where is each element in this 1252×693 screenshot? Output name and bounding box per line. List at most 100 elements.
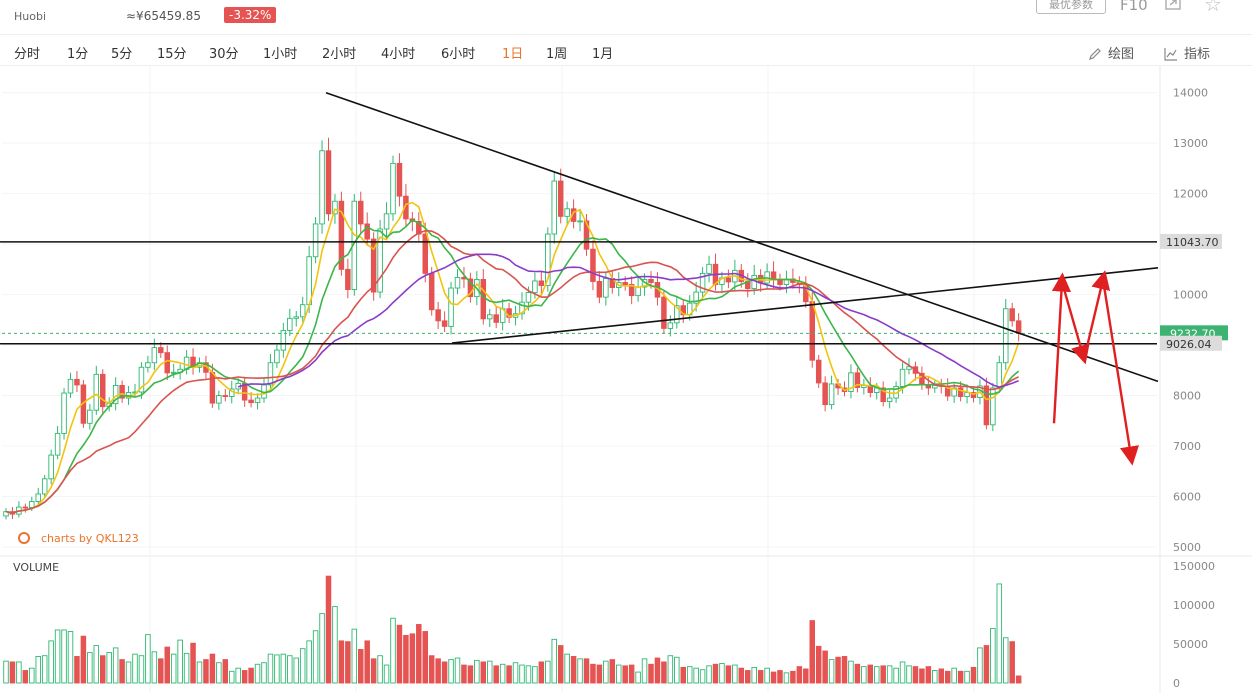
volume-bar	[158, 658, 164, 684]
candle-body	[209, 371, 216, 404]
tab-1hour[interactable]: 1小时	[263, 47, 298, 62]
candle-body	[370, 238, 377, 293]
candle-body	[951, 387, 957, 397]
volume-bar	[74, 656, 80, 684]
level-badge	[1160, 233, 1222, 249]
optimal-params-button[interactable]: 最优参数	[1036, 0, 1106, 14]
indicator-button[interactable]: 指标	[1164, 43, 1210, 62]
volume-bar	[796, 666, 803, 684]
volume-bar	[228, 670, 235, 684]
ma-purple-line	[237, 253, 1019, 388]
candle-body	[293, 316, 300, 319]
candle-body	[377, 228, 383, 293]
tab-1min[interactable]: 1分	[67, 47, 89, 62]
candle-body	[383, 213, 390, 230]
tab-5min[interactable]: 5分	[111, 47, 133, 62]
volume-bar	[106, 652, 112, 684]
tab-timeshare[interactable]: 分时	[14, 47, 41, 62]
tab-2hour[interactable]: 2小时	[322, 47, 357, 62]
volume-bar	[854, 663, 861, 684]
candle-body	[422, 233, 429, 274]
candle-body	[699, 272, 706, 293]
volume-bar	[487, 660, 493, 684]
level-badge	[1160, 335, 1222, 351]
candle-body	[1009, 308, 1015, 322]
tab-1day[interactable]: 1日	[502, 47, 524, 62]
volume-bar	[145, 634, 151, 684]
volume-bar	[648, 663, 654, 684]
volume-bar	[261, 662, 267, 684]
candle-body	[416, 220, 422, 235]
candle-body	[216, 395, 222, 404]
tab-4hour[interactable]: 4小时	[381, 47, 416, 62]
volume-tick-label: 0	[1173, 677, 1180, 690]
volume-bar	[22, 670, 29, 684]
candle-body	[932, 384, 938, 389]
volume-bar	[557, 645, 564, 684]
price-tick-label: 7000	[1173, 440, 1201, 453]
volume-bar	[570, 656, 577, 684]
volume-bar	[732, 664, 738, 684]
candle-body	[170, 371, 177, 374]
volume-bar	[377, 655, 383, 684]
volume-bar	[383, 664, 390, 684]
volume-bar	[906, 665, 912, 684]
volume-bar	[538, 661, 545, 684]
volume-bar	[177, 639, 183, 684]
candle-body	[725, 277, 732, 283]
candle-body	[551, 180, 558, 235]
ma-green-line	[5, 218, 1020, 514]
tab-15min[interactable]: 15分	[157, 47, 187, 62]
candle-body	[332, 200, 338, 215]
cny-price: ≈¥65459.85	[126, 9, 201, 23]
candle-body	[145, 362, 151, 368]
volume-bar	[196, 661, 203, 684]
volume-bar	[306, 640, 312, 684]
draw-tool-button[interactable]: 绘图	[1088, 43, 1134, 62]
tab-1week[interactable]: 1周	[546, 47, 568, 62]
volume-bar	[886, 665, 893, 684]
draw-label: 绘图	[1108, 47, 1135, 62]
volume-bar	[422, 631, 429, 684]
descending-trendline	[325, 91, 1159, 383]
volume-bar	[938, 668, 945, 684]
volume-bar	[983, 645, 990, 684]
volume-bar	[480, 661, 487, 684]
volume-bar	[16, 661, 22, 684]
candle-body	[577, 220, 583, 223]
expand-icon[interactable]	[1165, 0, 1181, 10]
volume-bar	[596, 664, 603, 684]
candle-body	[493, 314, 499, 323]
indicator-label: 指标	[1184, 47, 1211, 62]
volume-bar	[441, 661, 448, 684]
candle-body	[557, 180, 564, 217]
tab-1month[interactable]: 1月	[592, 47, 614, 62]
volume-bar	[848, 660, 854, 684]
volume-bar	[951, 667, 957, 684]
volume-bar	[919, 668, 925, 684]
volume-bar	[312, 630, 319, 684]
favorite-star-icon[interactable]: ☆	[1204, 0, 1222, 16]
candle-body	[99, 373, 106, 408]
kline-chart[interactable]: 1400013000120001100010000900080007000600…	[0, 66, 1252, 693]
volume-bar	[54, 629, 61, 684]
price-tick-label: 8000	[1173, 390, 1201, 403]
volume-bar	[99, 655, 106, 684]
f10-button[interactable]: F10	[1120, 0, 1148, 14]
candle-body	[996, 362, 1003, 389]
tab-6hour[interactable]: 6小时	[441, 47, 476, 62]
candle-body	[287, 317, 293, 331]
volume-bar	[545, 660, 551, 684]
candle-body	[338, 200, 345, 270]
volume-bar	[932, 670, 938, 684]
tab-30min[interactable]: 30分	[209, 47, 239, 62]
volume-bar	[835, 656, 841, 684]
ascending-trendline	[451, 267, 1159, 344]
volume-bar	[757, 670, 764, 684]
candle-body	[396, 162, 403, 197]
volume-bar	[164, 646, 170, 684]
candle-body	[1003, 308, 1009, 364]
volume-bar	[532, 666, 538, 684]
volume-bar	[783, 672, 790, 684]
volume-bar	[293, 657, 300, 684]
